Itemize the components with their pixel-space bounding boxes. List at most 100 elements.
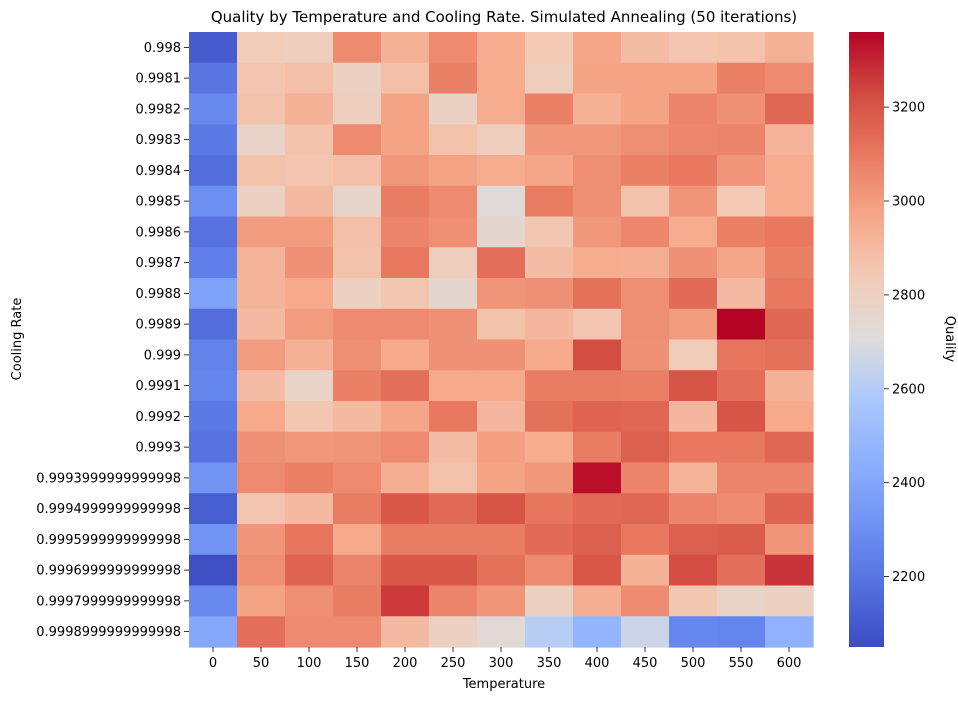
heatmap-cell (285, 185, 334, 218)
x-tick-label: 0 (209, 656, 217, 671)
y-tick-label: 0.9994999999999998 (36, 502, 181, 517)
heatmap-cell (573, 554, 622, 587)
heatmap-cell (621, 308, 670, 341)
heatmap-cell (621, 185, 670, 218)
heatmap-cell (285, 431, 334, 464)
heatmap-cell (237, 216, 286, 248)
heatmap-cell (429, 462, 478, 494)
heatmap-cell (573, 524, 622, 556)
y-tick-label: 0.9982 (136, 102, 182, 117)
heatmap-cell (525, 247, 574, 279)
heatmap-cell (477, 462, 526, 494)
heatmap-cell (381, 370, 430, 402)
heatmap-cell (525, 401, 574, 433)
heatmap-cell (381, 62, 430, 95)
heatmap-cell (717, 216, 766, 248)
heatmap-cell (669, 524, 718, 556)
heatmap-cell (237, 370, 286, 402)
heatmap-cell (525, 32, 574, 64)
heatmap-cell (333, 370, 382, 402)
heatmap-cell (717, 62, 766, 95)
heatmap-cell (237, 554, 286, 587)
heatmap-cell (189, 93, 238, 125)
heatmap-cell (381, 216, 430, 248)
heatmap-cell (285, 216, 334, 248)
heatmap-cell (429, 124, 478, 156)
heatmap-cell (429, 93, 478, 125)
heatmap-cell (717, 155, 766, 187)
x-tick-label: 450 (633, 656, 658, 671)
heatmap-cell (189, 278, 238, 310)
heatmap-cell (717, 554, 766, 587)
y-tick-label: 0.9993999999999998 (36, 471, 181, 486)
heatmap-cell (381, 93, 430, 125)
heatmap-cell (765, 616, 814, 648)
heatmap-cell (237, 124, 286, 156)
heatmap-cell (381, 308, 430, 341)
colorbar-tick-label: 2600 (892, 382, 925, 397)
heatmap-cell (573, 462, 622, 494)
y-tick-label: 0.9998999999999998 (36, 625, 181, 640)
heatmap-cell (621, 124, 670, 156)
x-axis-label: Temperature (462, 677, 545, 692)
heatmap-cell (285, 493, 334, 525)
heatmap-cell (765, 124, 814, 156)
heatmap-cell (669, 216, 718, 248)
heatmap-cell (765, 493, 814, 525)
heatmap-cell (621, 370, 670, 402)
heatmap-cell (429, 370, 478, 402)
heatmap-cell (477, 216, 526, 248)
heatmap-cell (333, 339, 382, 371)
y-tick-label: 0.9985 (136, 195, 182, 210)
heatmap-cell (669, 462, 718, 494)
heatmap-cell (429, 278, 478, 310)
heatmap-cell (477, 278, 526, 310)
heatmap-cell (381, 493, 430, 525)
heatmap-cell (477, 370, 526, 402)
y-tick-label: 0.999 (144, 348, 181, 363)
heatmap-cell (525, 124, 574, 156)
heatmap-cell (381, 32, 430, 64)
heatmap-cell (429, 401, 478, 433)
heatmap-cell (333, 554, 382, 587)
y-tick-label: 0.9991 (136, 379, 182, 394)
heatmap-cell (381, 185, 430, 218)
heatmap-cell (621, 431, 670, 464)
heatmap-cell (285, 62, 334, 95)
heatmap-cell (573, 32, 622, 64)
y-tick-label: 0.998 (144, 41, 181, 56)
heatmap-cell (765, 62, 814, 95)
heatmap-cell (717, 462, 766, 494)
heatmap-cell (237, 401, 286, 433)
heatmap-cell (525, 216, 574, 248)
heatmap-cell (525, 524, 574, 556)
y-tick-label: 0.9988 (136, 287, 182, 302)
heatmap-cell (669, 247, 718, 279)
heatmap-cell (717, 616, 766, 648)
heatmap-cell (189, 616, 238, 648)
heatmap-cell (525, 62, 574, 95)
heatmap-cell (669, 554, 718, 587)
heatmap-cell (477, 554, 526, 587)
heatmap-cell (621, 93, 670, 125)
heatmap-cell (525, 278, 574, 310)
heatmap-cell (189, 370, 238, 402)
heatmap-cell (573, 278, 622, 310)
heatmap-cell (237, 32, 286, 64)
heatmap-cell (765, 524, 814, 556)
heatmap-cell (189, 401, 238, 433)
heatmap-cell (525, 308, 574, 341)
heatmap-cell (573, 493, 622, 525)
heatmap-cell (669, 431, 718, 464)
heatmap-cell (429, 247, 478, 279)
heatmap-cell (573, 431, 622, 464)
heatmap-cell (477, 93, 526, 125)
heatmap-cell (381, 339, 430, 371)
heatmap-cell (429, 32, 478, 64)
x-tick-label: 350 (537, 656, 562, 671)
heatmap-cell (525, 554, 574, 587)
heatmap-cell (765, 431, 814, 464)
heatmap-cell (381, 401, 430, 433)
heatmap-cell (669, 493, 718, 525)
heatmap-cell (765, 155, 814, 187)
